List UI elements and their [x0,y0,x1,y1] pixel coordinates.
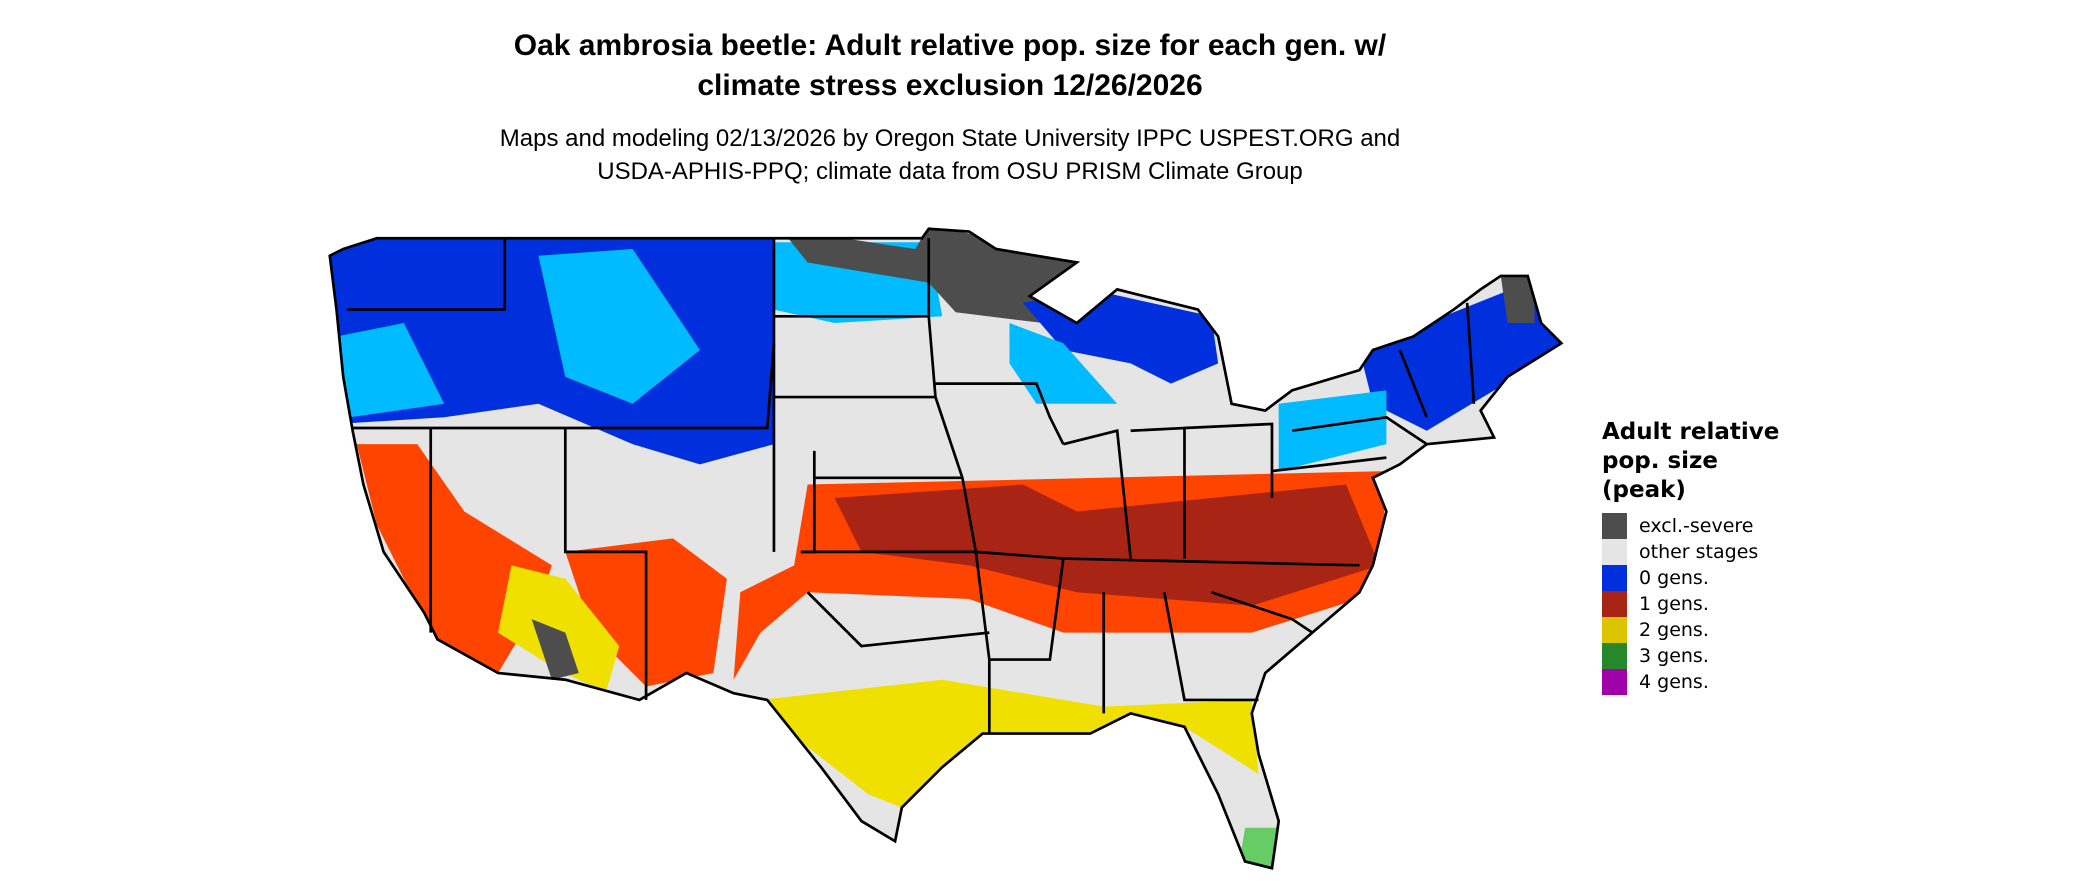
subtitle-line-1: Maps and modeling 02/13/2026 by Oregon S… [499,125,1401,152]
legend-label: 0 gens. [1639,567,1709,589]
legend-title-line: pop. size [1602,448,1719,474]
region-0-gens-west [329,228,774,465]
region-excl-severe-maine [1500,275,1535,324]
map-regions [329,228,1562,869]
legend-items: excl.-severe other stages 0 gens. 1 gens. 2 … [1602,513,1779,695]
subtitle-line-2: USDA-APHIS-PPQ; climate data from OSU PR… [597,158,1303,185]
legend-label: other stages [1639,541,1759,563]
legend-swatch [1602,617,1627,643]
map-legend: Adult relative pop. size (peak) excl.-se… [1602,418,1779,695]
legend-swatch [1602,669,1627,695]
region-1-gens-central-dark [834,484,1380,606]
map-title: Oak ambrosia beetle: Adult relative pop.… [0,26,1900,106]
region-2-gens-south [760,679,1259,808]
legend-item: 3 gens. [1602,643,1779,669]
region-3-gens-florida [1238,827,1286,869]
legend-item: excl.-severe [1602,513,1779,539]
legend-item: 4 gens. [1602,669,1779,695]
legend-title: Adult relative pop. size (peak) [1602,418,1779,505]
legend-label: 1 gens. [1639,593,1709,615]
legend-label: 3 gens. [1639,645,1709,667]
title-line-2: climate stress exclusion 12/26/2026 [697,69,1203,102]
region-0-gens-northeast-light [1278,390,1387,472]
region-excl-severe-southwest [531,619,579,680]
state-borders [328,227,1564,870]
legend-label: 2 gens. [1639,619,1709,641]
legend-swatch [1602,565,1627,591]
legend-swatch [1602,513,1627,539]
map-subtitle: Maps and modeling 02/13/2026 by Oregon S… [0,122,1900,188]
region-2-gens-arizona [498,565,620,694]
legend-item: 1 gens. [1602,591,1779,617]
legend-item: other stages [1602,539,1779,565]
legend-swatch [1602,643,1627,669]
legend-swatch [1602,591,1627,617]
legend-title-line: (peak) [1602,477,1686,503]
legend-swatch [1602,539,1627,565]
region-0-gens-west-light [336,323,445,418]
legend-label: excl.-severe [1639,515,1754,537]
title-line-1: Oak ambrosia beetle: Adult relative pop.… [513,29,1387,62]
legend-item: 0 gens. [1602,565,1779,591]
legend-item: 2 gens. [1602,617,1779,643]
legend-label: 4 gens. [1639,671,1709,693]
legend-title-line: Adult relative [1602,419,1780,445]
region-0-gens-mountain-light [538,249,700,404]
